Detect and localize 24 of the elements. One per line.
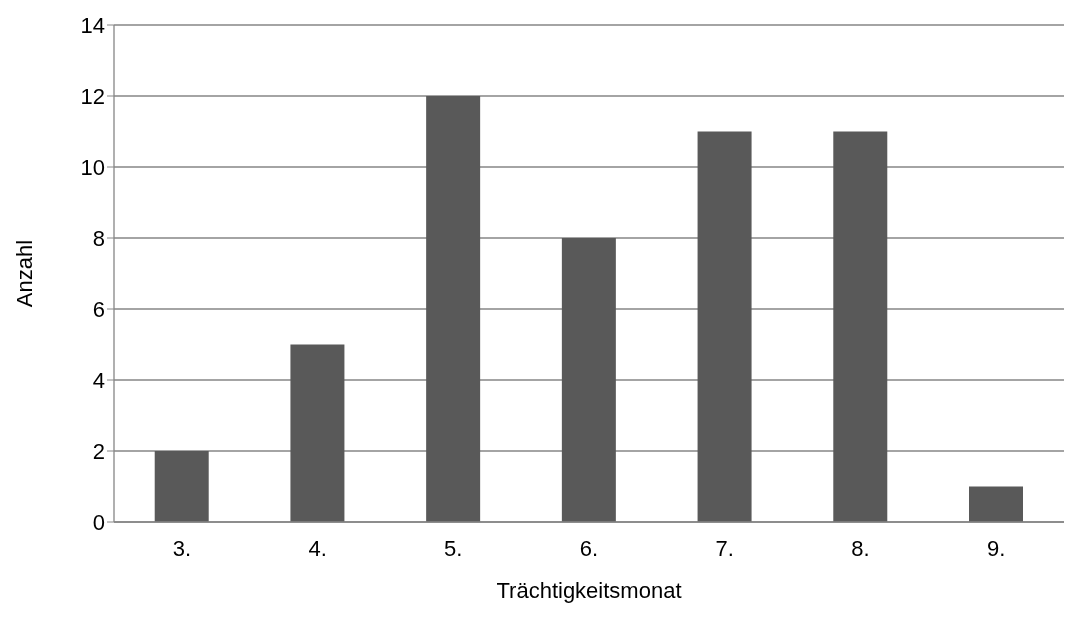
x-axis-title: Trächtigkeitsmonat — [496, 578, 682, 603]
x-tick-label: 9. — [986, 535, 1006, 561]
bar — [969, 486, 1023, 522]
x-tick-label: 8. — [851, 535, 870, 561]
y-tick-label: 0 — [92, 509, 105, 535]
y-tick-label: 10 — [80, 154, 105, 180]
y-tick-label: 12 — [80, 83, 105, 109]
y-tick-label: 14 — [80, 12, 105, 38]
bar — [833, 131, 888, 522]
bar — [697, 131, 752, 522]
bar — [290, 344, 345, 522]
bar — [426, 96, 481, 522]
x-tick-label: 6. — [579, 535, 599, 561]
y-tick-label: 2 — [92, 438, 105, 464]
y-tick-label: 6 — [92, 296, 105, 322]
bar — [561, 238, 616, 522]
bar — [154, 451, 209, 522]
y-tick-label: 4 — [92, 367, 105, 393]
x-tick-label: 4. — [308, 535, 327, 561]
x-tick-label: 3. — [172, 535, 192, 561]
y-axis-title: Anzahl — [11, 239, 37, 308]
x-tick-label: 5. — [444, 535, 463, 561]
y-tick-label: 8 — [92, 225, 105, 251]
x-tick-label: 7. — [715, 535, 734, 561]
